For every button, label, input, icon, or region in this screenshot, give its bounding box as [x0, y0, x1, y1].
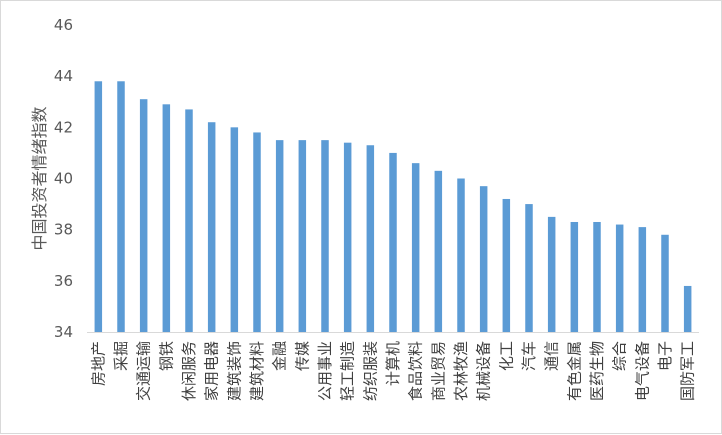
category-label: 计算机 — [384, 341, 402, 386]
category-label: 公用事业 — [316, 341, 334, 401]
category-label: 金融 — [271, 341, 289, 371]
category-label: 交通运输 — [135, 341, 153, 401]
category-label: 医药生物 — [588, 341, 606, 401]
bar — [547, 216, 556, 333]
bar — [661, 234, 669, 332]
category-label: 钢铁 — [157, 341, 175, 371]
bar — [298, 140, 307, 333]
bar — [139, 99, 148, 332]
bar — [207, 122, 216, 332]
bar — [389, 152, 397, 332]
bar — [502, 198, 511, 332]
bar — [366, 145, 375, 332]
bar — [343, 142, 352, 332]
bar — [683, 285, 692, 332]
bar — [434, 170, 443, 332]
bar — [479, 186, 488, 332]
category-label: 食品饮料 — [407, 341, 425, 401]
category-label: 国防军工 — [679, 341, 697, 401]
y-tick-label: 44 — [54, 67, 73, 85]
bar — [253, 132, 261, 332]
y-tick-label: 34 — [54, 323, 73, 341]
category-labels: 房地产 采掘 交通运输 钢铁 休闲服务 家用电器 建筑装饰 建筑材料 金融 传媒 公用事业 轻工制造纺… — [89, 341, 696, 401]
category-label: 休闲服务 — [180, 341, 198, 401]
category-label: 房地产 — [89, 341, 107, 386]
bar — [638, 227, 647, 332]
bar — [185, 109, 193, 332]
y-tick-label: 40 — [54, 170, 73, 188]
category-label: 家用电器 — [203, 341, 221, 401]
y-tick-label: 38 — [54, 221, 73, 239]
category-label: 农林牧渔 — [452, 341, 470, 401]
bar — [94, 81, 103, 332]
bar — [275, 140, 284, 333]
bar — [525, 204, 533, 332]
bars — [94, 81, 692, 333]
y-axis-ticks: 34 36 38 40 42 44 46 — [54, 16, 73, 341]
y-axis-title: 中国投资者情绪指数 — [30, 106, 49, 250]
bar — [117, 81, 125, 332]
category-label: 通信 — [543, 341, 561, 371]
bar — [593, 221, 601, 332]
bar — [230, 127, 239, 332]
category-label: 轻工制造 — [339, 341, 357, 401]
bar — [615, 224, 624, 332]
category-label: 电气设备 — [633, 341, 651, 401]
y-tick-label: 36 — [54, 272, 73, 290]
category-label: 化工 — [497, 341, 515, 371]
bar — [321, 140, 329, 333]
category-label: 采掘 — [112, 341, 130, 371]
category-label: 纺织服装 — [361, 341, 379, 401]
category-label: 电子 — [656, 341, 674, 371]
category-label: 建筑材料 — [248, 341, 266, 401]
bar — [570, 221, 579, 332]
y-tick-label: 46 — [54, 16, 73, 34]
y-tick-label: 42 — [54, 118, 73, 136]
category-label: 传媒 — [293, 341, 311, 371]
category-label: 综合 — [611, 341, 629, 371]
category-label: 机械设备 — [475, 341, 493, 401]
category-label: 有色金属 — [565, 341, 583, 401]
bar — [162, 104, 171, 332]
category-label: 建筑装饰 — [225, 341, 243, 401]
category-label: 商业贸易 — [429, 341, 447, 401]
bar — [457, 178, 465, 332]
bar — [411, 163, 420, 332]
category-label: 汽车 — [520, 341, 538, 371]
